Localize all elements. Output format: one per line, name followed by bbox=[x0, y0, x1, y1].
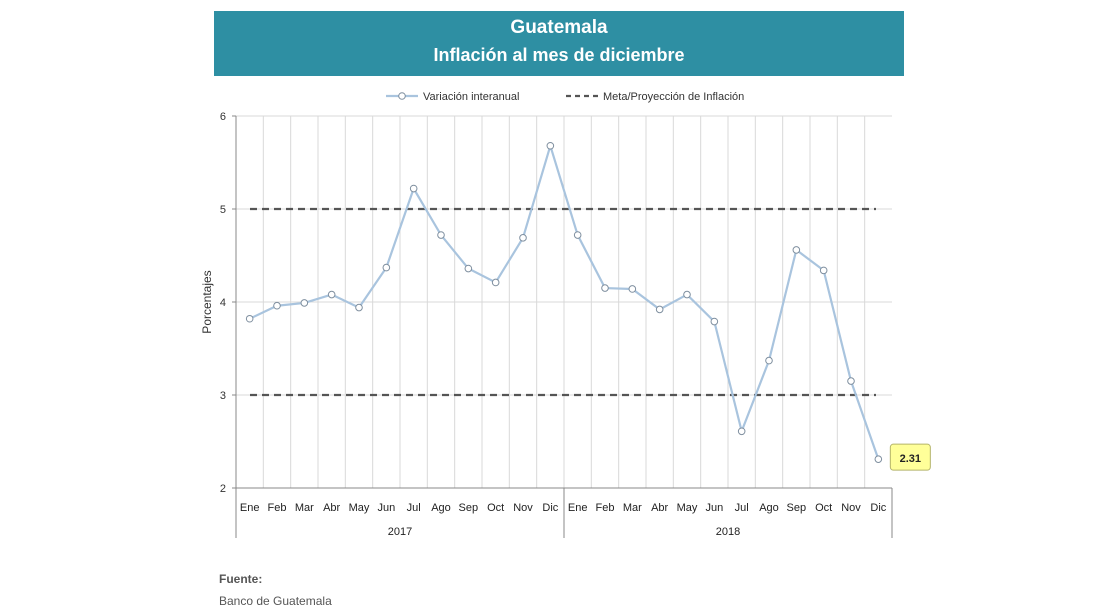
data-point bbox=[491, 278, 500, 287]
annotation-label: 2.31 bbox=[900, 453, 921, 465]
data-point bbox=[409, 184, 418, 193]
x-tick-label: Jun bbox=[705, 502, 723, 514]
x-tick-label: Nov bbox=[513, 502, 533, 514]
data-point bbox=[710, 317, 719, 326]
data-point bbox=[245, 314, 254, 323]
x-tick-label: Dic bbox=[870, 502, 886, 514]
x-tick-label: Dic bbox=[542, 502, 558, 514]
x-tick-label: Feb bbox=[596, 502, 615, 514]
x-tick-label: Abr bbox=[651, 502, 668, 514]
data-point bbox=[382, 263, 391, 272]
source-value: Banco de Guatemala bbox=[219, 594, 332, 608]
x-tick-label: Mar bbox=[623, 502, 642, 514]
x-tick-label: Ene bbox=[568, 502, 588, 514]
chart-subtitle: Inflación al mes de diciembre bbox=[433, 45, 685, 65]
x-tick-label: Jul bbox=[407, 502, 421, 514]
x-tick-label: Sep bbox=[459, 502, 479, 514]
x-tick-label: May bbox=[349, 502, 370, 514]
data-point bbox=[655, 305, 664, 314]
y-tick-label: 4 bbox=[220, 297, 226, 309]
x-tick-label: May bbox=[677, 502, 698, 514]
data-point bbox=[355, 303, 363, 312]
data-point bbox=[273, 301, 281, 310]
y-axis-label: Porcentajes bbox=[200, 270, 214, 333]
x-tick-label: Sep bbox=[787, 502, 807, 514]
data-point bbox=[765, 356, 773, 365]
data-point bbox=[464, 264, 473, 273]
x-tick-label: Oct bbox=[487, 502, 504, 514]
data-point bbox=[874, 455, 883, 463]
data-point bbox=[819, 266, 828, 275]
chart-title: Guatemala bbox=[510, 17, 608, 38]
data-point bbox=[300, 299, 309, 307]
x-tick-label: Ago bbox=[759, 502, 779, 514]
legend-series-marker bbox=[398, 92, 406, 100]
data-point bbox=[683, 290, 691, 299]
x-tick-label: Ago bbox=[431, 502, 451, 514]
x-tick-label: Nov bbox=[841, 502, 861, 514]
group-label: 2018 bbox=[716, 526, 740, 538]
x-tick-label: Feb bbox=[268, 502, 287, 514]
y-tick-label: 3 bbox=[220, 390, 226, 402]
legend-reference-label: Meta/Proyección de Inflación bbox=[603, 91, 744, 103]
data-point bbox=[327, 290, 336, 299]
source-block: Fuente: Banco de Guatemala bbox=[219, 572, 332, 608]
data-point bbox=[847, 377, 855, 385]
x-tick-label: Ene bbox=[240, 502, 260, 514]
series-line bbox=[249, 141, 880, 460]
legend-series-label: Variación interanual bbox=[423, 91, 519, 103]
data-point bbox=[792, 246, 801, 254]
x-tick-label: Jul bbox=[735, 502, 749, 514]
y-tick-label: 2 bbox=[220, 483, 226, 495]
data-point bbox=[437, 231, 445, 239]
data-point bbox=[519, 234, 527, 242]
title-banner: Guatemala Inflación al mes de diciembre bbox=[214, 11, 904, 76]
data-point bbox=[628, 285, 637, 293]
x-tick-label: Abr bbox=[323, 502, 340, 514]
data-point bbox=[573, 231, 582, 239]
group-label: 2017 bbox=[388, 526, 412, 538]
source-label: Fuente: bbox=[219, 572, 263, 586]
x-tick-label: Mar bbox=[295, 502, 314, 514]
data-point bbox=[546, 141, 555, 150]
x-tick-label: Oct bbox=[815, 502, 832, 514]
data-point bbox=[737, 427, 746, 436]
data-point bbox=[601, 284, 609, 292]
y-tick-label: 5 bbox=[220, 204, 226, 216]
x-tick-label: Jun bbox=[377, 502, 395, 514]
annotation-box bbox=[889, 443, 931, 471]
y-tick-label: 6 bbox=[220, 111, 226, 123]
